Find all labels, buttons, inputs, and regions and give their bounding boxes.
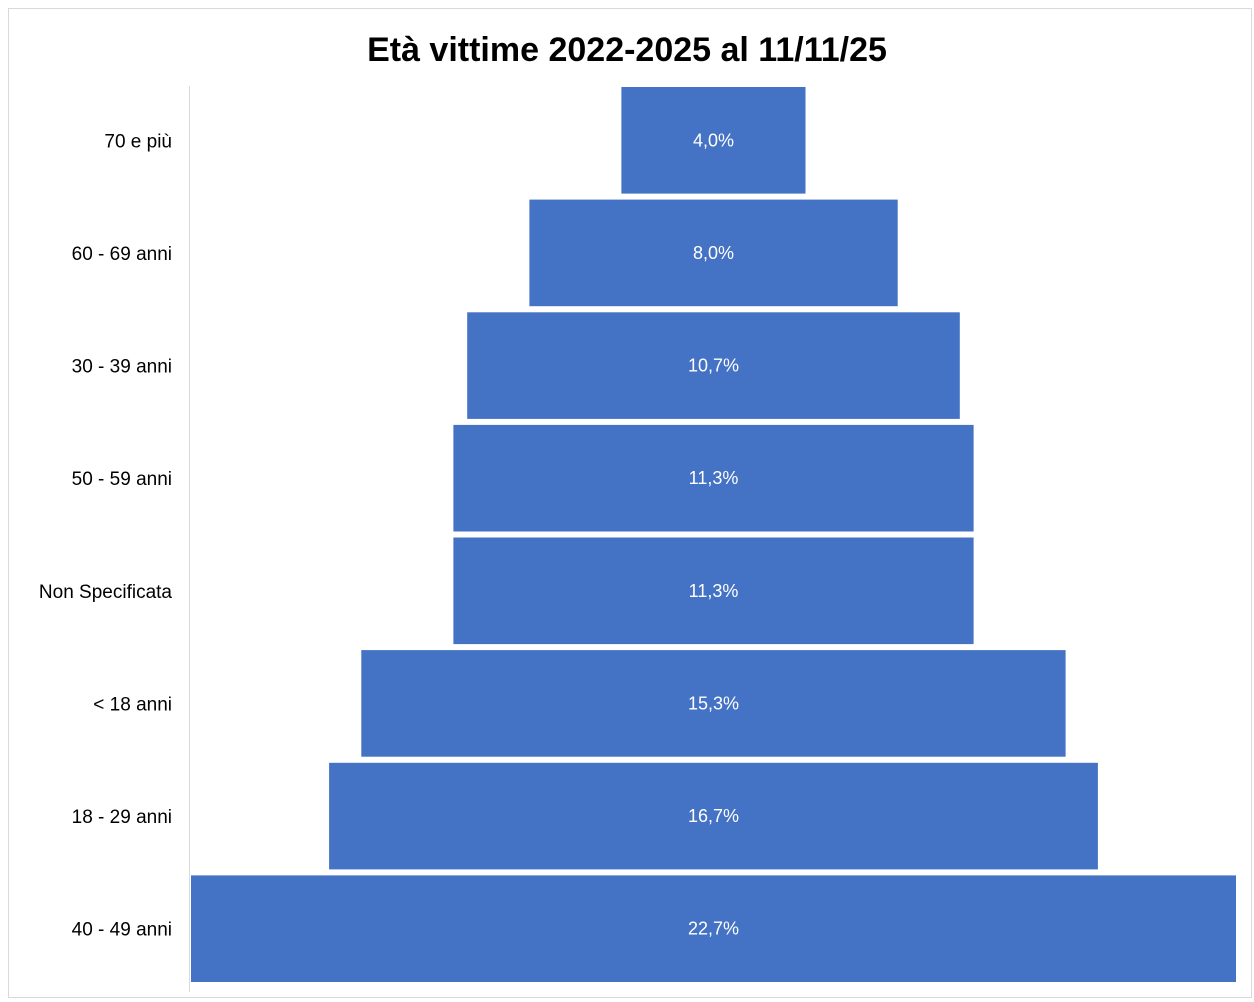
bar — [361, 650, 1066, 757]
chart-title: Età vittime 2022-2025 al 11/11/25 — [367, 31, 887, 69]
bar — [191, 875, 1236, 982]
bar — [329, 762, 1098, 870]
category-tick-label: 40 - 49 anni — [72, 920, 172, 941]
bar — [467, 312, 960, 419]
data-label: 8,0% — [693, 243, 734, 263]
bar — [621, 87, 806, 194]
data-label: 15,3% — [688, 693, 739, 713]
data-label: 16,7% — [688, 806, 739, 826]
category-tick-label: 50 - 59 anni — [72, 469, 172, 490]
category-labels-group: 70 e più 60 - 69 anni 30 - 39 anni 50 - 59 … — [39, 131, 173, 940]
bar — [529, 199, 898, 307]
data-label: 11,3% — [689, 581, 739, 601]
data-label: 10,7% — [688, 356, 739, 376]
category-tick-label: 70 e più — [104, 131, 172, 152]
category-tick-label: 60 - 69 anni — [72, 244, 172, 265]
data-label: 4,0% — [693, 130, 734, 150]
data-label: 11,3% — [689, 468, 739, 488]
bars-group: 4,0% 8,0% 10,7% 11,3% 11,3% 15,3% 16,7% 22,7% — [191, 87, 1236, 982]
bar — [453, 537, 974, 645]
category-tick-label: Non Specificata — [39, 582, 173, 603]
bar — [453, 424, 974, 532]
category-tick-label: < 18 anni — [93, 694, 172, 715]
category-tick-label: 30 - 39 anni — [72, 357, 172, 378]
data-label: 22,7% — [688, 919, 739, 939]
category-tick-label: 18 - 29 anni — [72, 807, 172, 828]
